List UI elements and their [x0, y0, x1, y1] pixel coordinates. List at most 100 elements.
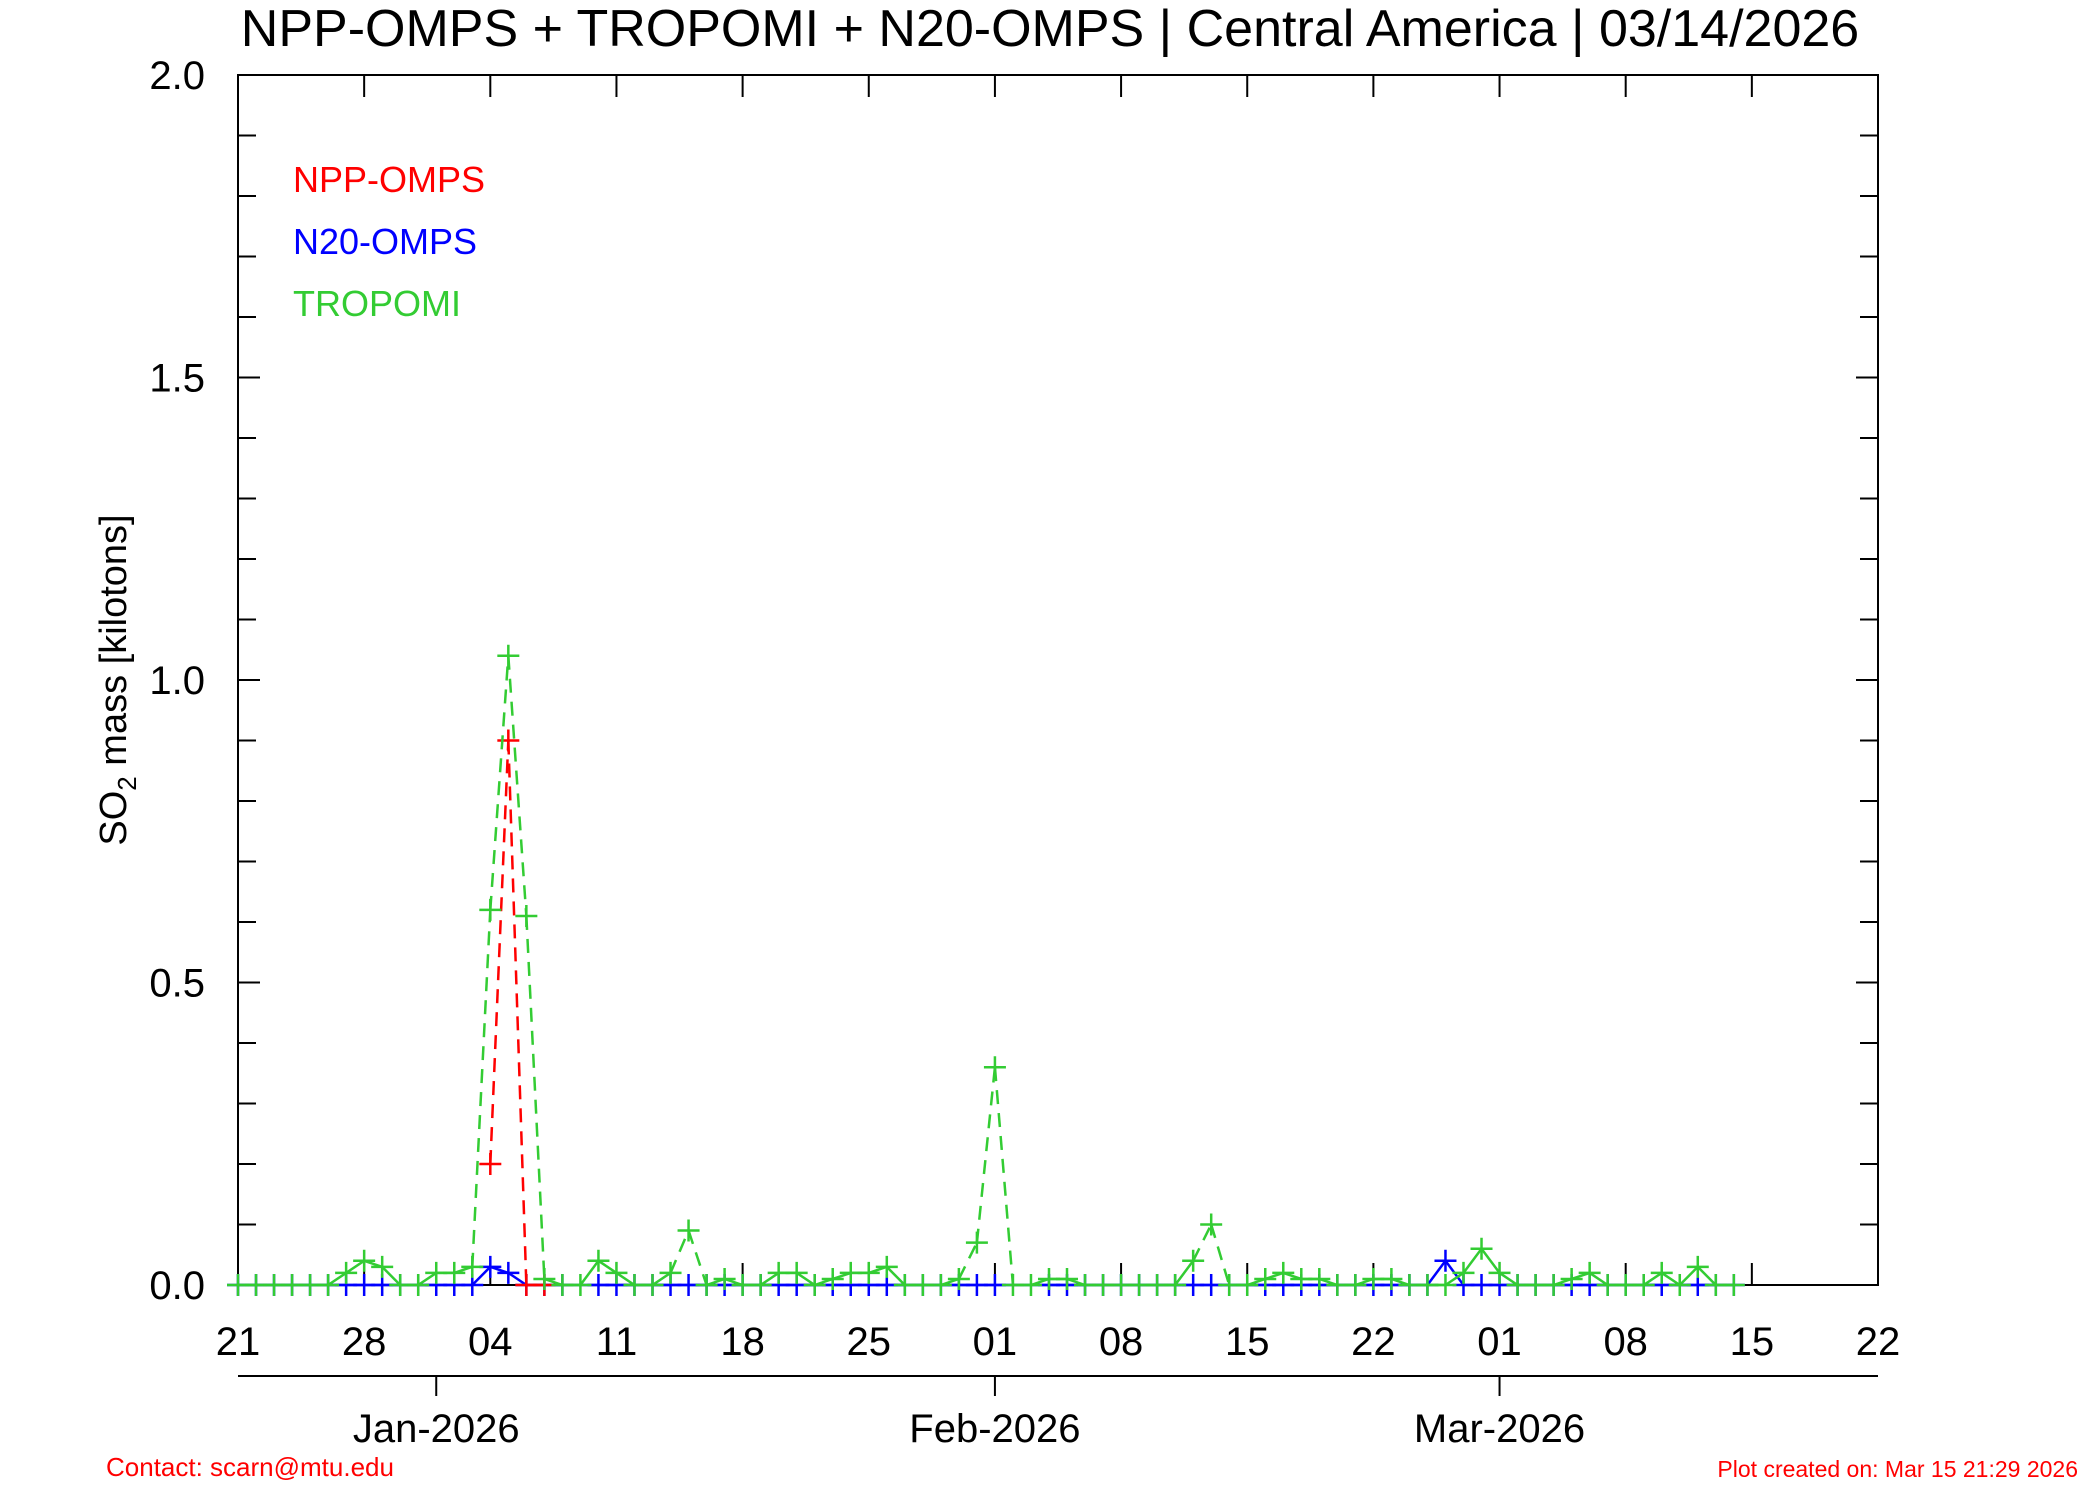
y-axis-label-prefix: SO	[93, 791, 135, 846]
tropomi-point	[1056, 1267, 1079, 1290]
tropomi-point	[1578, 1261, 1601, 1284]
tropomi-segment	[993, 1067, 1015, 1286]
legend-n20-omps: N20-OMPS	[293, 221, 477, 262]
tropomi-point	[659, 1261, 682, 1284]
tropomi-segment	[1661, 1271, 1681, 1287]
tropomi-point	[1560, 1267, 1583, 1290]
tropomi-point	[1650, 1261, 1673, 1284]
tropomi-segment	[687, 1230, 708, 1286]
tropomi-point	[515, 904, 538, 927]
tropomi-segment	[795, 1271, 816, 1287]
tropomi-point	[533, 1267, 556, 1290]
x-tick-label: 28	[342, 1320, 387, 1364]
tropomi-segment	[669, 1230, 690, 1274]
tropomi-segment	[1588, 1271, 1609, 1287]
y-axis-label: SO2 mass [kilotons]	[93, 514, 142, 845]
tropomi-point	[749, 1274, 772, 1296]
tropomi-segment	[957, 1242, 979, 1280]
x-tick-label: 18	[720, 1320, 765, 1364]
n20-omps-point	[1434, 1249, 1457, 1272]
tropomi-point	[1452, 1261, 1475, 1284]
tropomi-segment	[1444, 1271, 1465, 1287]
tropomi-segment	[1209, 1224, 1231, 1286]
tropomi-segment	[1498, 1271, 1519, 1287]
tropomi-point	[371, 1255, 394, 1278]
x-tick-label: 01	[1477, 1320, 1522, 1364]
tropomi-point	[875, 1255, 898, 1278]
x-tick-label: 04	[468, 1320, 513, 1364]
tropomi-segment	[327, 1271, 347, 1287]
tropomi-point	[965, 1231, 988, 1254]
tropomi-segment	[615, 1271, 636, 1287]
tropomi-point	[713, 1267, 736, 1290]
tropomi-point	[1019, 1274, 1042, 1296]
tropomi-point	[1434, 1274, 1457, 1296]
tropomi-segment	[1480, 1247, 1501, 1274]
tropomi-point	[317, 1274, 340, 1296]
tropomi-segment	[417, 1271, 437, 1287]
x-tick-label: 08	[1099, 1320, 1144, 1364]
tropomi-segment	[885, 1265, 906, 1286]
tropomi-point	[803, 1274, 826, 1296]
tropomi-point	[1200, 1213, 1223, 1236]
y-tick-label: 2.0	[149, 54, 205, 98]
tropomi-segment	[1174, 1260, 1195, 1286]
n20-omps-segment	[471, 1265, 492, 1286]
contact-email[interactable]: Contact: scarn@mtu.edu	[106, 1452, 394, 1482]
tropomi-point	[785, 1261, 808, 1284]
tropomi-point	[1488, 1261, 1511, 1284]
plot-frame	[237, 74, 1879, 1286]
tropomi-point	[1686, 1255, 1709, 1278]
tropomi-point	[857, 1261, 880, 1284]
npp-omps-point	[479, 1153, 502, 1175]
tropomi-point	[569, 1274, 592, 1296]
tropomi-segment	[597, 1259, 618, 1274]
tropomi-segment	[507, 655, 528, 917]
month-tick-label: Mar-2026	[1414, 1407, 1585, 1451]
x-tick-label: 15	[1225, 1320, 1270, 1364]
month-tick-label: Jan-2026	[353, 1407, 520, 1451]
legend-tropomi: TROPOMI	[293, 283, 461, 324]
tropomi-segment	[1643, 1271, 1663, 1287]
tropomi-point	[1344, 1274, 1367, 1296]
tropomi-point	[479, 898, 502, 921]
tropomi-point	[1668, 1274, 1691, 1296]
tropomi-point	[677, 1219, 700, 1242]
y-tick-label: 0.5	[149, 962, 205, 1006]
tropomi-segment	[579, 1260, 600, 1286]
x-tick-label: 11	[596, 1320, 638, 1364]
tropomi-segment	[381, 1265, 402, 1286]
tropomi-point	[1236, 1274, 1259, 1296]
tropomi-point	[335, 1261, 358, 1284]
x-tick-label: 01	[973, 1320, 1018, 1364]
month-tick-label: Feb-2026	[909, 1407, 1080, 1451]
tropomi-segment	[651, 1271, 672, 1287]
tropomi-point	[407, 1274, 430, 1296]
tropomi-segment	[1192, 1223, 1213, 1262]
tropomi-point	[641, 1274, 664, 1296]
npp-omps-segment	[489, 740, 510, 1165]
tropomi-point	[983, 1056, 1006, 1079]
n20-omps-segment	[507, 1271, 528, 1287]
tropomi-point	[461, 1255, 484, 1278]
tropomi-point	[1308, 1267, 1331, 1290]
tropomi-point	[1542, 1274, 1565, 1296]
tropomi-point	[947, 1267, 970, 1290]
tropomi-point	[587, 1249, 610, 1272]
tropomi-segment	[489, 655, 510, 910]
tropomi-segment	[525, 915, 546, 1280]
n20-omps-segment	[1426, 1260, 1447, 1286]
tropomi-segment	[1678, 1265, 1699, 1286]
tropomi-point	[1632, 1274, 1655, 1296]
chart-title: NPP-OMPS + TROPOMI + N20-OMPS | Central …	[241, 0, 1859, 58]
tropomi-point	[1254, 1267, 1277, 1290]
y-tick-label: 1.0	[149, 659, 205, 703]
tropomi-point	[1272, 1261, 1295, 1284]
tropomi-segment	[1462, 1247, 1483, 1274]
tropomi-point	[821, 1267, 844, 1290]
tropomi-point	[1164, 1274, 1187, 1296]
y-tick-label: 0.0	[149, 1264, 205, 1308]
x-tick-label: 21	[216, 1320, 261, 1364]
tropomi-segment	[471, 909, 492, 1267]
